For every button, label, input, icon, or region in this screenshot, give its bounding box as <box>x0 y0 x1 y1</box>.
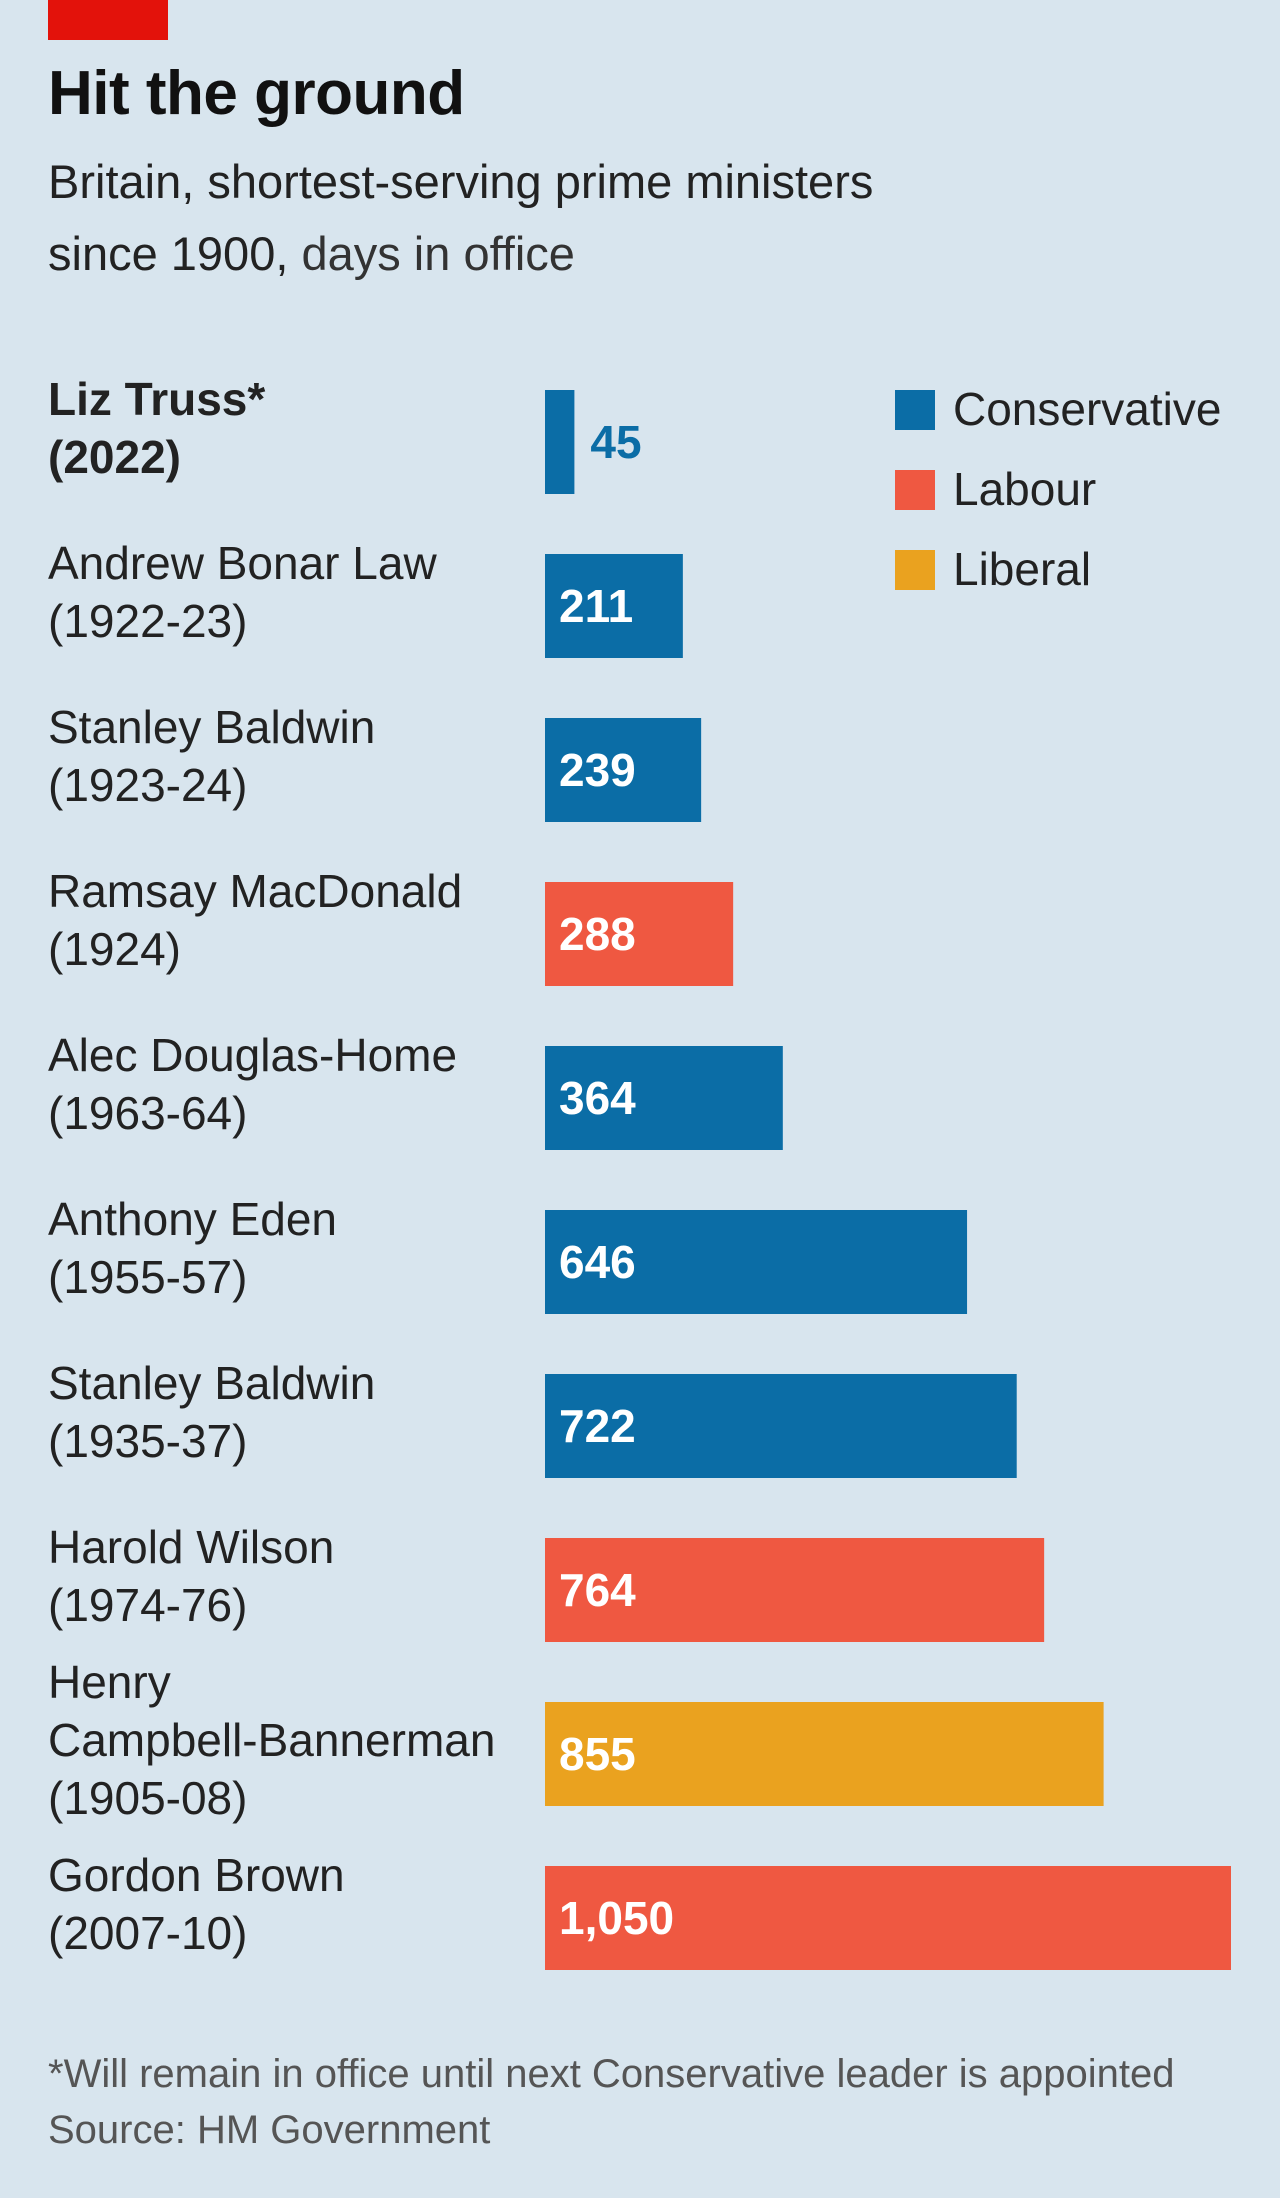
category-label: (2007-10) <box>48 1907 247 1959</box>
bar <box>545 1374 1017 1478</box>
category-label: Henry <box>48 1656 171 1708</box>
legend-label: Conservative <box>953 383 1221 435</box>
category-label: (1935-37) <box>48 1415 247 1467</box>
category-label: (1924) <box>48 923 181 975</box>
footnote: *Will remain in office until next Conser… <box>48 2046 1175 2158</box>
legend-swatch <box>895 390 935 430</box>
legend-label: Labour <box>953 463 1096 515</box>
category-label: Liz Truss* <box>48 373 265 425</box>
category-label: (1974-76) <box>48 1579 247 1631</box>
data-label: 239 <box>559 744 636 796</box>
category-label: Gordon Brown <box>48 1849 345 1901</box>
bar <box>545 1210 968 1314</box>
category-label: Campbell-Bannerman <box>48 1714 495 1766</box>
footnote-note: *Will remain in office until next Conser… <box>48 2052 1175 2096</box>
data-label: 45 <box>590 416 641 468</box>
subtitle-line-2: since 1900, days in office <box>48 218 1048 290</box>
category-label: Stanley Baldwin <box>48 1357 375 1409</box>
data-label: 1,050 <box>559 1892 674 1944</box>
category-label: (1955-57) <box>48 1251 247 1303</box>
data-label: 764 <box>559 1564 636 1616</box>
data-label: 364 <box>559 1072 636 1124</box>
data-label: 646 <box>559 1236 636 1288</box>
bar-chart: Liz Truss* (2022) 45 Andrew Bonar Law (1922-… <box>0 360 1280 2000</box>
data-label: 211 <box>559 580 633 632</box>
footnote-source: Source: HM Government <box>48 2108 491 2152</box>
category-label: Harold Wilson <box>48 1521 334 1573</box>
category-label: (1923-24) <box>48 759 247 811</box>
subtitle-line-1: Britain, shortest-serving prime minister… <box>48 155 874 208</box>
category-label: (1963-64) <box>48 1087 247 1139</box>
category-label: (1905-08) <box>48 1772 247 1824</box>
brand-tag <box>48 0 168 40</box>
bar <box>545 390 575 494</box>
subtitle-unit: days in office <box>288 227 575 280</box>
chart-svg: Liz Truss* (2022) 45 Andrew Bonar Law (1922-… <box>48 373 1231 1970</box>
category-label: Andrew Bonar Law <box>48 537 437 589</box>
category-label: Anthony Eden <box>48 1193 337 1245</box>
category-label: Stanley Baldwin <box>48 701 375 753</box>
data-label: 722 <box>559 1400 636 1452</box>
category-label: (1922-23) <box>48 595 247 647</box>
bar <box>545 1046 783 1150</box>
legend-swatch <box>895 470 935 510</box>
bar <box>545 1866 1231 1970</box>
data-label: 855 <box>559 1728 636 1780</box>
legend-swatch <box>895 550 935 590</box>
bar <box>545 718 702 822</box>
subtitle-bold: since 1900, <box>48 227 289 280</box>
bar <box>545 882 734 986</box>
legend-label: Liberal <box>953 543 1091 595</box>
bar <box>545 1702 1104 1806</box>
category-label: (2022) <box>48 431 181 483</box>
chart-title: Hit the ground <box>48 59 465 128</box>
category-label: Ramsay MacDonald <box>48 865 462 917</box>
bar <box>545 1538 1045 1642</box>
data-label: 288 <box>559 908 636 960</box>
category-label: Alec Douglas-Home <box>48 1029 457 1081</box>
chart-subtitle: Britain, shortest-serving prime minister… <box>48 146 1048 290</box>
bar <box>545 554 683 658</box>
